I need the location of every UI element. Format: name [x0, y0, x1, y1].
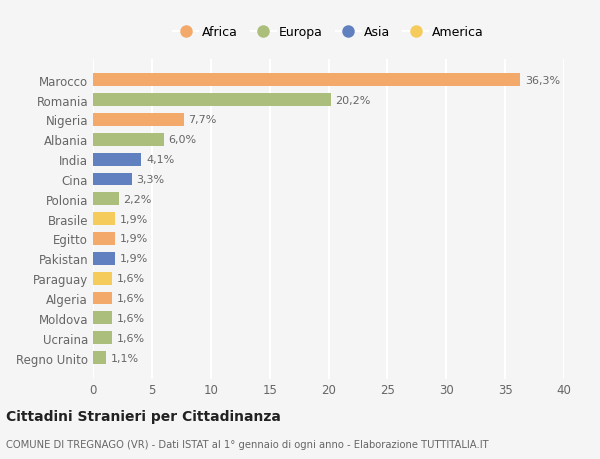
- Bar: [93, 331, 112, 344]
- Bar: [93, 74, 520, 87]
- Bar: [93, 94, 331, 107]
- Text: 1,9%: 1,9%: [120, 254, 148, 264]
- Bar: [93, 272, 112, 285]
- Bar: [93, 134, 164, 146]
- Bar: [93, 153, 141, 166]
- Bar: [93, 351, 106, 364]
- Bar: [93, 233, 115, 246]
- Bar: [93, 114, 184, 127]
- Text: 3,3%: 3,3%: [137, 174, 164, 185]
- Text: 7,7%: 7,7%: [188, 115, 217, 125]
- Bar: [93, 292, 112, 305]
- Text: 1,9%: 1,9%: [120, 214, 148, 224]
- Bar: [93, 252, 115, 265]
- Text: 1,9%: 1,9%: [120, 234, 148, 244]
- Text: 2,2%: 2,2%: [124, 195, 152, 204]
- Text: 1,1%: 1,1%: [110, 353, 139, 363]
- Text: 1,6%: 1,6%: [116, 274, 145, 284]
- Text: 1,6%: 1,6%: [116, 293, 145, 303]
- Text: 4,1%: 4,1%: [146, 155, 174, 165]
- Text: 1,6%: 1,6%: [116, 333, 145, 343]
- Text: COMUNE DI TREGNAGO (VR) - Dati ISTAT al 1° gennaio di ogni anno - Elaborazione T: COMUNE DI TREGNAGO (VR) - Dati ISTAT al …: [6, 440, 488, 449]
- Text: 1,6%: 1,6%: [116, 313, 145, 323]
- Text: 6,0%: 6,0%: [169, 135, 196, 145]
- Text: Cittadini Stranieri per Cittadinanza: Cittadini Stranieri per Cittadinanza: [6, 409, 281, 423]
- Bar: [93, 312, 112, 325]
- Text: 36,3%: 36,3%: [525, 76, 560, 85]
- Text: 20,2%: 20,2%: [335, 95, 371, 106]
- Legend: Africa, Europa, Asia, America: Africa, Europa, Asia, America: [169, 21, 488, 44]
- Bar: [93, 193, 119, 206]
- Bar: [93, 173, 132, 186]
- Bar: [93, 213, 115, 226]
